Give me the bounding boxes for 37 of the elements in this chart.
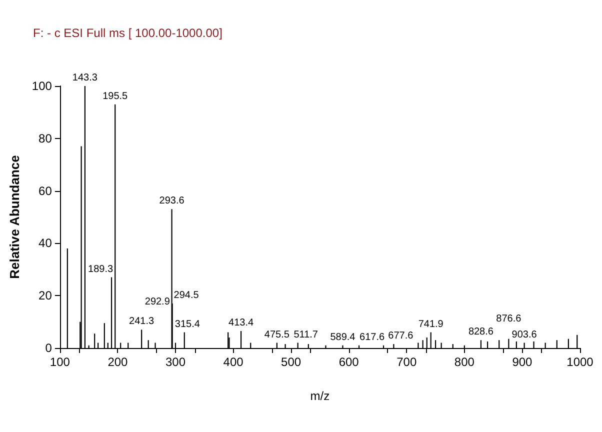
annotation: 293.6 — [159, 196, 185, 207]
annotation: 413.4 — [228, 317, 254, 328]
annotation: 475.5 — [264, 329, 290, 340]
y-tick-label: 60 — [38, 184, 52, 198]
chart-title: F: - c ESI Full ms [ 100.00-1000.00] — [33, 26, 222, 40]
annotation: 143.3 — [72, 72, 98, 84]
x-tick-label: 100 — [50, 355, 70, 369]
x-tick-label: 1000 — [566, 355, 594, 369]
annotation: 876.6 — [496, 313, 522, 324]
annotation: 903.6 — [512, 329, 538, 340]
y-tick-label: 80 — [38, 131, 52, 146]
annotation: 511.7 — [294, 329, 318, 340]
y-axis-title: Relative Abundance — [7, 155, 22, 279]
annotation: 292.9 — [144, 296, 170, 308]
annotation: 828.6 — [468, 326, 494, 338]
x-axis-title: m/z — [310, 389, 330, 403]
x-tick-label: 400 — [223, 355, 244, 369]
annotation: 617.6 — [360, 332, 385, 343]
annotation: 677.6 — [388, 330, 414, 342]
x-tick-label: 800 — [454, 355, 475, 369]
y-tick-label: 20 — [38, 288, 52, 303]
x-tick-label: 700 — [396, 355, 417, 369]
annotation: 189.3 — [88, 264, 114, 275]
annotation: 315.4 — [174, 318, 200, 330]
annotation: 241.3 — [129, 316, 155, 328]
annotation: 589.4 — [330, 332, 356, 343]
x-tick-label: 600 — [338, 355, 360, 369]
annotation: 741.9 — [418, 318, 444, 330]
y-tick-label: 0 — [45, 341, 52, 355]
x-tick-label: 900 — [512, 355, 533, 369]
x-tick-label: 200 — [108, 355, 128, 369]
x-tick-label: 300 — [165, 355, 186, 369]
annotation: 294.5 — [174, 290, 200, 301]
y-tick-label: 40 — [38, 236, 52, 250]
x-tick-label: 500 — [281, 355, 302, 369]
y-tick-label: 100 — [32, 79, 52, 93]
annotation: 195.5 — [102, 90, 128, 102]
